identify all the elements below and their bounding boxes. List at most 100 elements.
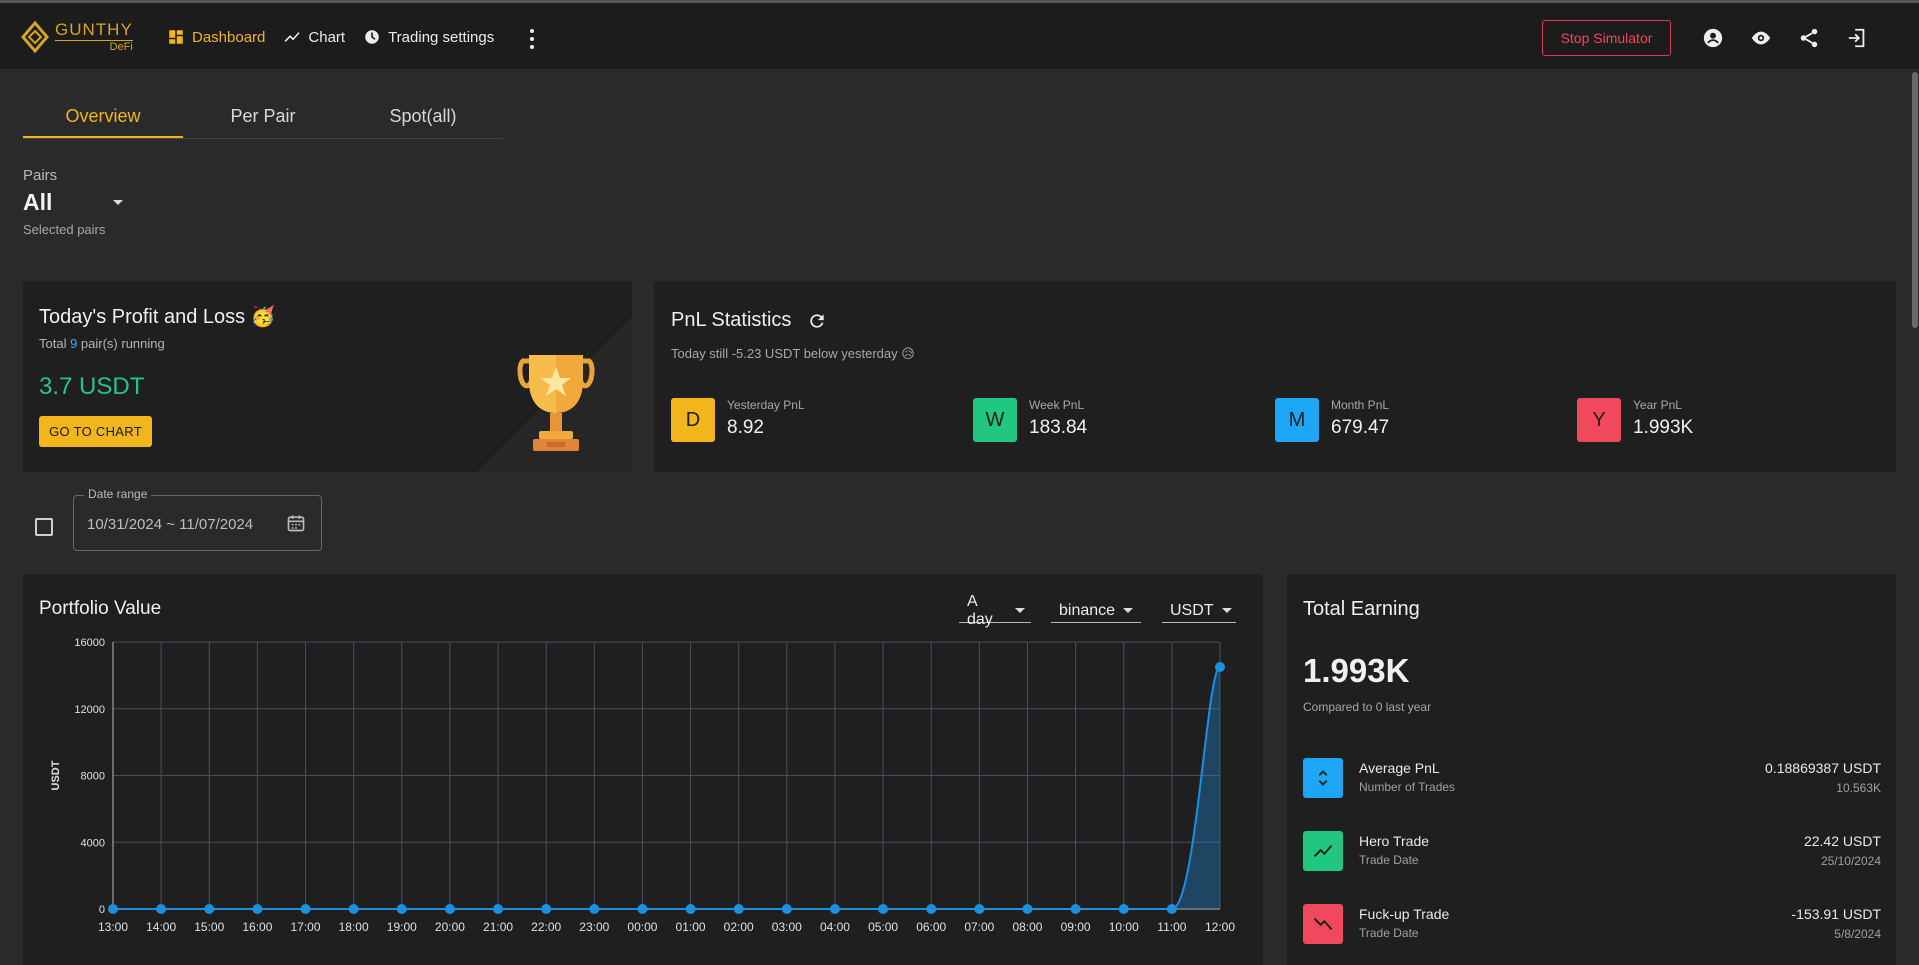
x-tick-label: 10:00 bbox=[1109, 920, 1139, 934]
refresh-icon[interactable] bbox=[807, 311, 827, 331]
pnl-statistics-card: PnL Statistics Today still -5.23 USDT be… bbox=[654, 281, 1896, 472]
stat-month: M Month PnL 679.47 bbox=[1275, 398, 1389, 442]
profit-title: Today's Profit and Loss 🥳 bbox=[39, 306, 276, 328]
data-point bbox=[444, 904, 455, 914]
currency-select[interactable]: USDT bbox=[1162, 599, 1236, 623]
y-tick-label: 8000 bbox=[81, 771, 105, 783]
nav-trading-settings-label: Trading settings bbox=[388, 28, 495, 46]
date-range-checkbox[interactable] bbox=[35, 518, 53, 536]
stat-badge-d: D bbox=[671, 398, 715, 442]
average-pnl-row: Average PnL Number of Trades 0.18869387 … bbox=[1303, 758, 1881, 800]
tab-per-pair[interactable]: Per Pair bbox=[230, 106, 296, 126]
more-menu-icon[interactable] bbox=[526, 27, 538, 51]
data-point bbox=[541, 904, 552, 914]
stop-simulator-button[interactable]: Stop Simulator bbox=[1542, 20, 1671, 56]
go-to-chart-button[interactable]: GO TO CHART bbox=[39, 416, 152, 447]
tab-overview[interactable]: Overview bbox=[23, 97, 183, 138]
eye-icon[interactable] bbox=[1748, 25, 1774, 51]
stat-badge-m: M bbox=[1275, 398, 1319, 442]
scrollbar-thumb[interactable] bbox=[1912, 72, 1918, 328]
y-tick-label: 12000 bbox=[74, 704, 105, 716]
portfolio-title: Portfolio Value bbox=[39, 598, 162, 619]
x-tick-label: 01:00 bbox=[676, 920, 706, 934]
row-subtitle: Trade Date bbox=[1359, 853, 1419, 867]
stat-label: Yesterday PnL bbox=[727, 398, 805, 412]
x-tick-label: 19:00 bbox=[387, 920, 417, 934]
x-tick-label: 17:00 bbox=[291, 920, 321, 934]
x-tick-label: 20:00 bbox=[435, 920, 465, 934]
earning-title: Total Earning bbox=[1303, 598, 1420, 620]
row-value: 0.18869387 USDT bbox=[1765, 760, 1881, 776]
calendar-icon[interactable] bbox=[286, 513, 306, 533]
stat-value: 1.993K bbox=[1633, 417, 1694, 438]
data-point bbox=[974, 904, 985, 914]
nav-chart-label: Chart bbox=[308, 28, 346, 46]
earning-total: 1.993K bbox=[1303, 652, 1410, 689]
nav-dashboard[interactable]: Dashboard bbox=[167, 28, 265, 46]
pnl-title: PnL Statistics bbox=[671, 309, 792, 331]
row-value: -153.91 USDT bbox=[1791, 906, 1881, 922]
pairs-dropdown[interactable]: All bbox=[23, 189, 133, 216]
data-point bbox=[733, 904, 744, 914]
nav-trading-settings[interactable]: Trading settings bbox=[363, 28, 494, 46]
row-subtitle: Trade Date bbox=[1359, 926, 1419, 940]
tab-spot-all[interactable]: Spot(all) bbox=[389, 106, 457, 126]
stat-year: Y Year PnL 1.993K bbox=[1577, 398, 1693, 442]
data-point bbox=[300, 904, 311, 914]
y-axis-label: USDT bbox=[50, 760, 62, 790]
diamond-logo-icon bbox=[21, 20, 49, 54]
data-point bbox=[685, 904, 696, 914]
brand-sub: DeFi bbox=[55, 40, 133, 53]
pair-count: 9 bbox=[70, 336, 78, 351]
x-tick-label: 12:00 bbox=[1205, 920, 1235, 934]
data-point bbox=[348, 904, 359, 914]
logout-icon[interactable] bbox=[1844, 25, 1870, 51]
x-tick-label: 22:00 bbox=[531, 920, 561, 934]
row-sub-value: 5/8/2024 bbox=[1834, 927, 1881, 941]
stat-yesterday: D Yesterday PnL 8.92 bbox=[671, 398, 805, 442]
period-value: A day bbox=[967, 592, 993, 628]
share-icon[interactable] bbox=[1796, 25, 1822, 51]
dashboard-tabs: Overview Per Pair Spot(all) bbox=[23, 97, 503, 139]
x-tick-label: 08:00 bbox=[1012, 920, 1042, 934]
trending-up-icon bbox=[1303, 831, 1343, 871]
date-range-field[interactable]: Date range 10/31/2024 ~ 11/07/2024 bbox=[73, 487, 322, 551]
data-point bbox=[1166, 904, 1177, 914]
brand-logo[interactable]: GUNTHY DeFi bbox=[20, 20, 133, 54]
exchange-select[interactable]: binance bbox=[1051, 599, 1141, 623]
settings-icon bbox=[365, 30, 379, 44]
top-app-bar: GUNTHY DeFi Dashboard Chart Trading sett… bbox=[0, 0, 1919, 69]
x-tick-label: 16:00 bbox=[242, 920, 272, 934]
x-tick-label: 07:00 bbox=[964, 920, 994, 934]
stat-value: 8.92 bbox=[727, 417, 764, 438]
x-tick-label: 06:00 bbox=[916, 920, 946, 934]
y-tick-label: 0 bbox=[99, 904, 105, 916]
pairs-helper-text: Selected pairs bbox=[23, 222, 106, 237]
data-point bbox=[1215, 662, 1225, 673]
profit-subtitle: Total 9 pair(s) running bbox=[39, 336, 165, 351]
account-icon[interactable] bbox=[1700, 25, 1726, 51]
data-point bbox=[252, 904, 263, 914]
row-sub-value: 10.563K bbox=[1836, 781, 1881, 795]
pairs-select: Pairs All Selected pairs bbox=[23, 167, 133, 237]
series-line bbox=[113, 666, 1221, 910]
period-select[interactable]: A day bbox=[959, 593, 1031, 628]
x-tick-label: 13:00 bbox=[98, 920, 128, 934]
x-tick-label: 04:00 bbox=[820, 920, 850, 934]
x-tick-label: 18:00 bbox=[339, 920, 369, 934]
data-point bbox=[926, 904, 937, 914]
stat-label: Month PnL bbox=[1331, 398, 1390, 412]
data-point bbox=[1070, 904, 1081, 914]
data-point bbox=[108, 904, 118, 914]
stat-label: Year PnL bbox=[1633, 398, 1682, 412]
trending-up-icon bbox=[284, 32, 300, 42]
data-point bbox=[396, 904, 407, 914]
date-range-label: Date range bbox=[84, 487, 152, 501]
todays-profit-card: Today's Profit and Loss 🥳 Total 9 pair(s… bbox=[23, 281, 632, 472]
page-scrollbar[interactable] bbox=[1911, 69, 1919, 965]
portfolio-value-card: Portfolio Value A day binance USDT 0 4000… bbox=[23, 574, 1263, 965]
x-tick-label: 14:00 bbox=[146, 920, 176, 934]
pnl-subtitle: Today still -5.23 USDT below yesterday 😥 bbox=[671, 346, 915, 361]
dashboard-icon bbox=[169, 30, 183, 44]
nav-chart[interactable]: Chart bbox=[283, 28, 345, 46]
